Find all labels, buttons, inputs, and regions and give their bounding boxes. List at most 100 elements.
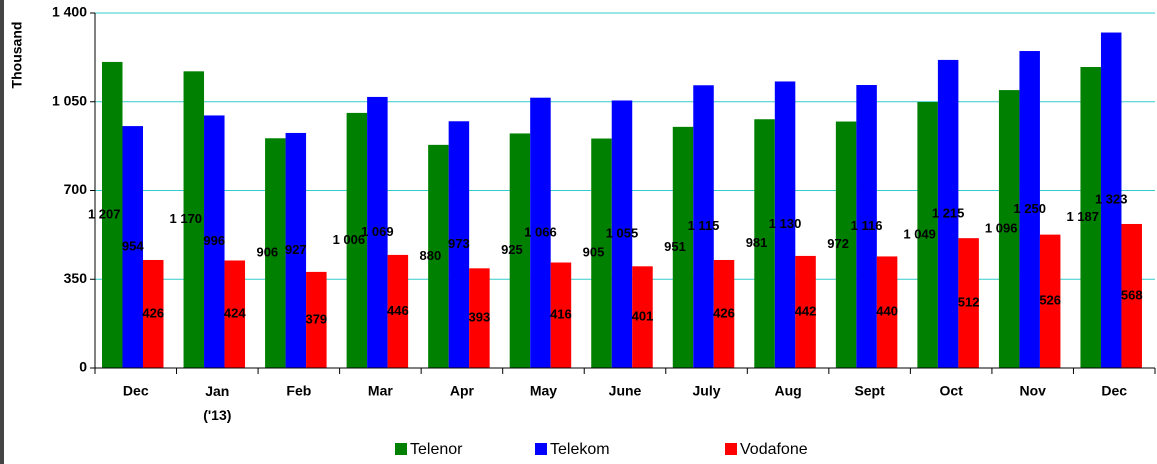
data-label: 1 170 (170, 211, 203, 226)
data-label: 905 (583, 245, 605, 260)
bar (856, 85, 877, 368)
bar (713, 259, 735, 368)
data-label: 880 (420, 248, 442, 263)
bar (795, 255, 816, 368)
x-tick-label: Mar (368, 383, 393, 399)
data-label: 906 (256, 245, 278, 260)
data-label: 424 (224, 306, 246, 321)
bar (754, 119, 775, 368)
bar (265, 138, 286, 368)
data-label: 379 (305, 311, 327, 326)
bar (204, 115, 225, 368)
bar (509, 133, 531, 368)
data-label: 972 (827, 236, 849, 251)
bar (998, 90, 1020, 368)
legend-label: Telenor (410, 441, 463, 458)
bar (1121, 223, 1142, 368)
bar (550, 262, 572, 368)
data-label: 442 (795, 303, 817, 318)
x-tick-label: Dec (1101, 383, 1127, 399)
bar (937, 59, 959, 369)
x-tick-label: Jan ('13) (203, 383, 231, 423)
bar (285, 132, 307, 368)
data-label: 393 (469, 310, 491, 325)
bar (774, 81, 796, 368)
data-label: 954 (122, 238, 144, 253)
data-label: 996 (203, 233, 225, 248)
x-tick-label: June (609, 383, 642, 399)
bar (1019, 51, 1040, 369)
y-tick-label: 1 050 (52, 92, 87, 108)
y-tick-label: 700 (64, 181, 88, 197)
data-label: 526 (1039, 293, 1061, 308)
data-label: 426 (713, 305, 735, 320)
x-tick-label: Feb (286, 383, 311, 399)
bar (387, 254, 409, 368)
bar (632, 266, 653, 368)
data-label: 1 323 (1095, 192, 1128, 207)
data-label: 1 215 (932, 205, 965, 220)
bar (591, 138, 612, 368)
data-label: 1 116 (851, 218, 883, 233)
legend-swatch (395, 443, 407, 455)
data-label: 440 (876, 304, 898, 319)
bar (835, 121, 857, 369)
x-tick-label: May (530, 383, 557, 399)
data-label: 1 115 (688, 218, 720, 233)
data-label: 1 069 (361, 224, 394, 239)
data-label: 981 (746, 235, 768, 250)
bar (672, 126, 694, 368)
x-tick-label: Dec (123, 383, 149, 399)
bar (448, 121, 470, 369)
bar (102, 61, 123, 369)
bar (183, 71, 205, 369)
left-border (0, 0, 4, 464)
bar (469, 268, 490, 368)
data-label: 927 (285, 242, 307, 257)
bar (1080, 67, 1101, 368)
y-tick-label: 0 (79, 359, 87, 375)
bar (693, 85, 714, 369)
bar (958, 238, 979, 368)
y-axis-label: Thousand (9, 22, 25, 89)
data-label: 1 250 (1013, 201, 1046, 216)
x-tick-label: Nov (1019, 383, 1046, 399)
bar (143, 259, 164, 368)
data-label: 416 (550, 307, 572, 322)
bar (1100, 32, 1122, 369)
legend-label: Vodafone (740, 441, 808, 458)
data-label: 951 (664, 239, 686, 254)
bar (346, 112, 368, 369)
data-label: 925 (501, 242, 523, 257)
y-tick-label: 1 400 (52, 4, 87, 20)
data-label: 1 207 (88, 206, 121, 221)
bar (428, 144, 449, 368)
bar (876, 256, 898, 368)
bar (611, 100, 633, 368)
bar (530, 97, 551, 368)
bar (122, 126, 143, 368)
data-label: 1 049 (903, 226, 936, 241)
bar (367, 96, 388, 369)
data-label: 512 (958, 295, 980, 310)
data-label: 446 (387, 303, 409, 318)
y-tick-label: 350 (64, 270, 88, 286)
bar (306, 271, 327, 368)
legend-swatch (725, 443, 737, 455)
x-tick-label: Sept (854, 383, 885, 399)
data-label: 1 066 (524, 224, 557, 239)
data-label: 1 187 (1066, 209, 1099, 224)
data-label: 1 055 (606, 226, 639, 241)
data-label: 1 096 (985, 220, 1018, 235)
data-label: 1 006 (333, 232, 366, 247)
data-label: 1 130 (769, 216, 802, 231)
data-label: 426 (142, 305, 164, 320)
x-tick-label: Aug (774, 383, 801, 399)
data-label: 568 (1121, 287, 1143, 302)
bar (1039, 234, 1061, 368)
x-tick-label: July (693, 383, 721, 399)
legend-swatch (535, 443, 547, 455)
legend-label: Telekom (550, 441, 610, 458)
x-tick-label: Oct (939, 383, 963, 399)
